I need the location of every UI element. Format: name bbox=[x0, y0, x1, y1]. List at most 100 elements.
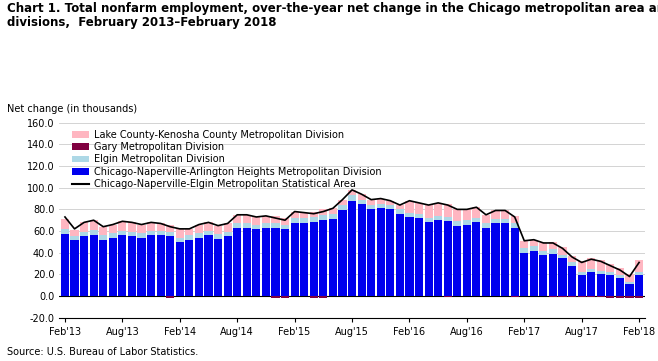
Bar bbox=[511, 223, 519, 228]
Bar bbox=[233, 215, 241, 223]
Bar bbox=[357, 200, 366, 204]
Bar bbox=[540, 243, 547, 251]
Bar bbox=[348, 195, 356, 201]
Bar bbox=[329, 208, 337, 214]
Bar bbox=[80, 222, 88, 232]
Bar bbox=[338, 200, 347, 205]
Bar bbox=[443, 221, 452, 296]
Bar bbox=[511, 228, 519, 296]
Bar bbox=[243, 228, 251, 296]
Bar bbox=[329, 219, 337, 296]
Bar bbox=[291, 212, 299, 218]
Bar bbox=[281, 218, 289, 225]
Bar bbox=[549, 242, 557, 249]
Bar bbox=[578, 296, 586, 297]
Bar bbox=[138, 225, 145, 233]
Bar bbox=[559, 255, 567, 258]
Bar bbox=[128, 222, 136, 232]
Bar bbox=[463, 220, 471, 225]
Bar bbox=[291, 223, 299, 296]
Bar bbox=[626, 296, 634, 298]
Bar bbox=[424, 205, 433, 218]
Bar bbox=[319, 220, 328, 296]
Bar bbox=[300, 223, 308, 296]
Bar bbox=[453, 226, 461, 296]
Bar bbox=[262, 228, 270, 296]
Bar bbox=[99, 240, 107, 296]
Bar bbox=[415, 203, 423, 214]
Bar bbox=[109, 225, 117, 233]
Bar bbox=[166, 225, 174, 232]
Bar bbox=[530, 240, 538, 246]
Bar bbox=[138, 233, 145, 238]
Text: Net change (in thousands): Net change (in thousands) bbox=[7, 104, 137, 114]
Bar bbox=[453, 221, 461, 226]
Bar bbox=[319, 209, 328, 215]
Bar bbox=[635, 272, 643, 275]
Bar bbox=[224, 236, 232, 296]
Bar bbox=[224, 232, 232, 236]
Bar bbox=[606, 275, 615, 296]
Bar bbox=[635, 296, 643, 298]
Bar bbox=[89, 235, 98, 296]
Bar bbox=[587, 269, 595, 272]
Bar bbox=[291, 218, 299, 223]
Bar bbox=[118, 235, 126, 296]
Bar bbox=[348, 190, 356, 195]
Bar bbox=[262, 216, 270, 223]
Bar bbox=[89, 230, 98, 235]
Bar bbox=[300, 213, 308, 218]
Bar bbox=[214, 234, 222, 239]
Bar bbox=[195, 233, 203, 238]
Bar bbox=[243, 223, 251, 228]
Bar bbox=[492, 219, 499, 223]
Bar bbox=[80, 232, 88, 236]
Legend: Lake County-Kenosha County Metropolitan Division, Gary Metropolitan Division, El: Lake County-Kenosha County Metropolitan … bbox=[70, 127, 384, 191]
Bar bbox=[530, 246, 538, 251]
Bar bbox=[587, 296, 595, 297]
Bar bbox=[559, 258, 567, 296]
Bar bbox=[357, 204, 366, 296]
Bar bbox=[252, 225, 261, 229]
Bar bbox=[626, 284, 634, 296]
Bar bbox=[540, 255, 547, 296]
Bar bbox=[482, 223, 490, 228]
Bar bbox=[492, 210, 499, 219]
Bar bbox=[616, 296, 624, 298]
Bar bbox=[568, 266, 576, 296]
Bar bbox=[443, 296, 452, 297]
Bar bbox=[157, 235, 164, 296]
Bar bbox=[616, 278, 624, 296]
Bar bbox=[205, 235, 213, 296]
Bar bbox=[434, 203, 442, 216]
Bar bbox=[176, 238, 184, 242]
Bar bbox=[300, 218, 308, 223]
Bar bbox=[434, 216, 442, 220]
Bar bbox=[157, 231, 164, 235]
Bar bbox=[482, 215, 490, 223]
Bar bbox=[176, 229, 184, 238]
Bar bbox=[157, 223, 164, 231]
Bar bbox=[443, 204, 452, 217]
Bar bbox=[138, 238, 145, 296]
Bar bbox=[367, 200, 375, 205]
Bar bbox=[511, 296, 519, 297]
Bar bbox=[147, 222, 155, 231]
Bar bbox=[80, 236, 88, 296]
Bar bbox=[338, 205, 347, 210]
Bar bbox=[186, 235, 193, 240]
Bar bbox=[549, 296, 557, 297]
Bar bbox=[386, 209, 394, 296]
Text: Chart 1. Total nonfarm employment, over-the-year net change in the Chicago metro: Chart 1. Total nonfarm employment, over-… bbox=[7, 2, 658, 15]
Bar bbox=[616, 275, 624, 278]
Bar bbox=[453, 209, 461, 221]
Bar bbox=[70, 230, 78, 236]
Bar bbox=[520, 241, 528, 248]
Bar bbox=[281, 229, 289, 296]
Bar bbox=[109, 238, 117, 296]
Bar bbox=[128, 236, 136, 296]
Bar bbox=[549, 254, 557, 296]
Bar bbox=[319, 296, 328, 298]
Bar bbox=[214, 239, 222, 296]
Bar bbox=[405, 213, 413, 217]
